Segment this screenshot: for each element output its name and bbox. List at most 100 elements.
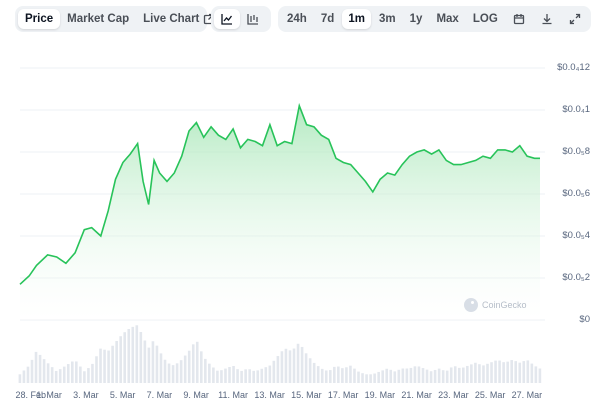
volume-bar	[478, 364, 481, 383]
volume-bar	[296, 343, 300, 383]
volume-bar	[71, 361, 74, 383]
range-7d-button[interactable]: 7d	[315, 9, 340, 29]
volume-bar	[135, 325, 139, 383]
y-tick-label: $0	[579, 314, 590, 325]
range-max-button[interactable]: Max	[430, 9, 464, 29]
volume-bar	[159, 353, 163, 383]
volume-bar	[54, 370, 58, 383]
volume-bar	[119, 336, 122, 383]
price-area	[20, 105, 540, 320]
volume-bar	[534, 366, 538, 383]
volume-bar	[46, 363, 50, 383]
volume-bar	[538, 368, 542, 383]
volume-bar	[433, 369, 437, 383]
volume-bar	[95, 356, 98, 383]
volume-bar	[228, 366, 231, 383]
volume-bar	[22, 370, 26, 383]
volume-bar	[34, 351, 38, 383]
volume-bar	[276, 356, 280, 383]
range-max-label: Max	[436, 13, 459, 25]
x-tick-label: 19. Mar	[364, 390, 396, 400]
volume-bar	[328, 370, 332, 383]
volume-bar	[494, 360, 497, 383]
volume-bar	[401, 368, 405, 383]
volume-bar	[111, 345, 114, 383]
x-tick-label: 15. Mar	[291, 390, 322, 400]
log-scale-button[interactable]: LOG	[467, 9, 504, 29]
metric-tab-group: Price Market Cap Live Chart	[15, 6, 215, 32]
volume-bar	[236, 369, 239, 383]
tab-market-cap[interactable]: Market Cap	[60, 9, 136, 29]
volume-bar	[42, 359, 46, 383]
volume-bar	[425, 369, 429, 383]
volume-bar	[474, 362, 477, 383]
volume-bar	[324, 370, 328, 383]
fullscreen-button[interactable]	[562, 9, 588, 29]
price-chart[interactable]	[0, 40, 604, 412]
volume-bar	[155, 345, 159, 383]
tab-price-label: Price	[25, 13, 54, 25]
volume-bar	[248, 369, 251, 383]
volume-bar	[530, 363, 534, 383]
volume-bar	[320, 368, 324, 383]
range-24h-button[interactable]: 24h	[281, 9, 313, 29]
volume-bar	[341, 368, 344, 383]
range-1m-label: 1m	[348, 13, 365, 25]
volume-bar	[83, 371, 86, 383]
volume-bar	[284, 348, 288, 383]
volume-bars	[18, 325, 542, 383]
volume-bar	[292, 348, 296, 383]
volume-bar	[66, 364, 70, 383]
volume-bar	[397, 369, 401, 383]
x-tick-label: 11. Mar	[218, 390, 248, 400]
volume-bar	[345, 367, 348, 383]
volume-bar	[365, 374, 368, 383]
volume-bar	[486, 363, 489, 383]
volume-bar	[143, 340, 147, 383]
y-tick-label: $0.0₅6	[562, 188, 590, 199]
volume-bar	[131, 326, 135, 383]
chart-type-group	[211, 6, 271, 32]
range-3m-label: 3m	[378, 13, 396, 25]
volume-bar	[183, 355, 187, 383]
range-3m-button[interactable]: 3m	[373, 9, 402, 29]
x-tick-label: 7. Mar	[146, 390, 173, 400]
coingecko-logo-icon	[464, 298, 478, 312]
volume-bar	[502, 362, 505, 383]
range-1y-button[interactable]: 1y	[404, 9, 429, 29]
volume-bar	[244, 369, 247, 383]
volume-bar	[482, 365, 485, 383]
x-tick-label: 5. Mar	[109, 390, 136, 400]
x-tick-label: 13. Mar	[254, 390, 285, 400]
tab-live-chart-label: Live Chart	[143, 13, 200, 25]
volume-bar	[445, 370, 449, 383]
volume-bar	[175, 363, 179, 383]
volume-bar	[300, 346, 304, 383]
volume-bar	[466, 365, 469, 383]
volume-bar	[79, 366, 82, 383]
volume-bar	[26, 366, 30, 383]
calendar-button[interactable]	[506, 9, 532, 29]
line-chart-button[interactable]	[214, 9, 240, 29]
volume-bar	[381, 370, 384, 383]
y-tick-label: $0.0₅8	[562, 146, 590, 157]
volume-bar	[187, 350, 191, 383]
volume-bar	[216, 370, 219, 383]
volume-bar	[75, 361, 78, 383]
volume-bar	[449, 367, 453, 383]
download-button[interactable]	[534, 9, 560, 29]
volume-bar	[441, 370, 445, 383]
x-tick-label: 23. Mar	[438, 390, 469, 400]
x-tick-label: 27. Mar	[511, 390, 543, 400]
volume-bar	[232, 365, 235, 383]
volume-bar	[212, 367, 215, 383]
y-tick-label: $0.0₅2	[562, 272, 590, 283]
range-1m-button[interactable]: 1m	[342, 9, 371, 29]
volume-bar	[304, 353, 308, 383]
candlestick-chart-button[interactable]	[240, 9, 266, 29]
volume-bar	[288, 350, 292, 383]
volume-bar	[107, 350, 110, 383]
range-7d-label: 7d	[320, 13, 335, 25]
tab-price[interactable]: Price	[18, 9, 61, 29]
volume-bar	[123, 332, 127, 383]
